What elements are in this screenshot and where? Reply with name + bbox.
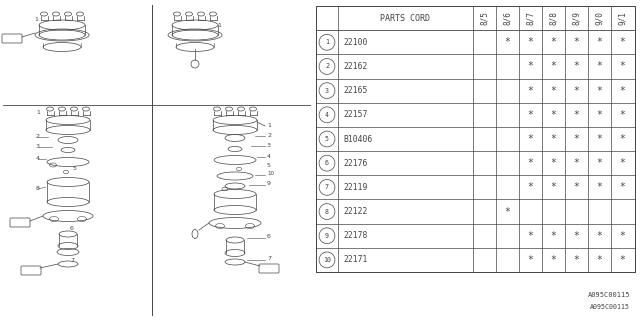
Text: 22178: 22178 xyxy=(343,231,367,240)
Text: *: * xyxy=(596,182,602,192)
Text: *: * xyxy=(573,255,579,265)
Text: 8/7: 8/7 xyxy=(526,11,535,25)
Text: PARTS CORD: PARTS CORD xyxy=(381,13,431,23)
Text: *: * xyxy=(573,86,579,96)
Text: 22157: 22157 xyxy=(343,110,367,119)
Text: *: * xyxy=(596,110,602,120)
Text: 8/5: 8/5 xyxy=(480,11,489,25)
Text: *: * xyxy=(550,134,556,144)
Text: *: * xyxy=(573,110,579,120)
Text: *: * xyxy=(596,86,602,96)
Text: 5: 5 xyxy=(325,136,329,142)
Text: *: * xyxy=(596,231,602,241)
Text: *: * xyxy=(596,134,602,144)
Text: *: * xyxy=(550,86,556,96)
Text: 22122: 22122 xyxy=(343,207,367,216)
Text: 8/9: 8/9 xyxy=(572,11,581,25)
Text: *: * xyxy=(573,231,579,241)
Text: 1: 1 xyxy=(34,17,38,22)
Text: 8/8: 8/8 xyxy=(549,11,558,25)
Text: 2: 2 xyxy=(267,133,271,138)
Text: *: * xyxy=(527,158,533,168)
Text: *: * xyxy=(596,158,602,168)
Text: 7: 7 xyxy=(325,184,329,190)
Text: *: * xyxy=(573,182,579,192)
Text: *: * xyxy=(527,37,533,47)
Text: 3: 3 xyxy=(267,143,271,148)
Text: 22176: 22176 xyxy=(343,159,367,168)
Text: 4: 4 xyxy=(36,156,40,161)
Text: 3: 3 xyxy=(325,88,329,94)
Text: A095C00115: A095C00115 xyxy=(588,292,630,298)
Text: 2: 2 xyxy=(36,134,40,139)
Text: *: * xyxy=(620,231,625,241)
Text: 7: 7 xyxy=(70,258,74,263)
Text: *: * xyxy=(596,37,602,47)
Text: *: * xyxy=(596,255,602,265)
Text: *: * xyxy=(527,134,533,144)
Text: 9: 9 xyxy=(325,233,329,239)
Text: *: * xyxy=(527,231,533,241)
Text: 22171: 22171 xyxy=(343,255,367,264)
Text: *: * xyxy=(620,110,625,120)
Text: 8: 8 xyxy=(325,209,329,214)
Text: *: * xyxy=(573,134,579,144)
Text: 22100: 22100 xyxy=(343,38,367,47)
Text: 1: 1 xyxy=(325,39,329,45)
Text: 10: 10 xyxy=(323,257,331,263)
Text: 22119: 22119 xyxy=(343,183,367,192)
Text: 9/1: 9/1 xyxy=(618,11,627,25)
Text: *: * xyxy=(620,86,625,96)
Text: *: * xyxy=(573,37,579,47)
Text: *: * xyxy=(550,255,556,265)
Text: *: * xyxy=(550,182,556,192)
Text: *: * xyxy=(620,134,625,144)
Text: *: * xyxy=(550,231,556,241)
Bar xyxy=(316,6,635,272)
Text: *: * xyxy=(527,110,533,120)
Text: A095C00115: A095C00115 xyxy=(590,304,630,310)
Text: 22165: 22165 xyxy=(343,86,367,95)
Text: 8/6: 8/6 xyxy=(503,11,512,25)
Text: 3: 3 xyxy=(36,144,40,149)
Text: *: * xyxy=(504,37,511,47)
Text: 22162: 22162 xyxy=(343,62,367,71)
Text: *: * xyxy=(573,61,579,71)
Text: *: * xyxy=(550,110,556,120)
Text: *: * xyxy=(527,61,533,71)
Text: *: * xyxy=(620,255,625,265)
Text: 6: 6 xyxy=(325,160,329,166)
Text: 2: 2 xyxy=(325,63,329,69)
Text: *: * xyxy=(573,158,579,168)
Text: 9: 9 xyxy=(267,181,271,186)
Text: *: * xyxy=(550,61,556,71)
Text: *: * xyxy=(596,61,602,71)
Text: B10406: B10406 xyxy=(343,134,372,143)
Text: 6: 6 xyxy=(70,226,74,231)
Text: *: * xyxy=(620,158,625,168)
Text: *: * xyxy=(527,255,533,265)
Text: *: * xyxy=(527,86,533,96)
Text: 10: 10 xyxy=(267,171,274,176)
Text: 7: 7 xyxy=(267,256,271,261)
Text: 9/0: 9/0 xyxy=(595,11,604,25)
Text: 1: 1 xyxy=(217,23,221,28)
Text: *: * xyxy=(550,37,556,47)
Text: *: * xyxy=(527,182,533,192)
Text: *: * xyxy=(550,158,556,168)
Text: *: * xyxy=(504,206,511,217)
Text: *: * xyxy=(620,182,625,192)
Text: *: * xyxy=(620,37,625,47)
Text: 6: 6 xyxy=(267,234,271,239)
Text: 5: 5 xyxy=(267,163,271,168)
Text: 1: 1 xyxy=(267,123,271,128)
Text: 5: 5 xyxy=(73,166,77,171)
Text: 1: 1 xyxy=(36,110,40,115)
Text: 8: 8 xyxy=(36,186,40,191)
Text: 4: 4 xyxy=(267,154,271,159)
Text: *: * xyxy=(620,61,625,71)
Text: 4: 4 xyxy=(325,112,329,118)
